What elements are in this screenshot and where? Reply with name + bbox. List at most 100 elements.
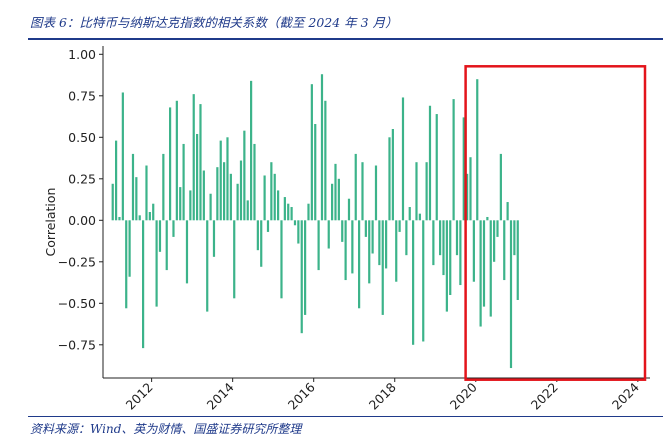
y-axis-title: Correlation — [43, 188, 58, 257]
correlation-bar — [405, 220, 408, 256]
correlation-bar — [304, 220, 307, 315]
correlation-bar — [496, 220, 499, 237]
correlation-bar — [317, 220, 320, 271]
correlation-bar — [445, 220, 448, 312]
correlation-bar — [341, 220, 344, 242]
correlation-bar — [158, 220, 162, 252]
correlation-bar — [364, 220, 367, 237]
correlation-bar — [283, 197, 286, 221]
correlation-bar — [172, 220, 175, 237]
correlation-bar — [209, 193, 212, 221]
correlation-bar — [401, 97, 405, 221]
correlation-bar — [509, 220, 513, 369]
correlation-bar — [327, 220, 330, 249]
correlation-bar — [287, 203, 290, 221]
y-tick-label: −0.50 — [58, 296, 96, 311]
correlation-bar — [378, 220, 381, 266]
correlation-bar — [442, 220, 445, 276]
correlation-bar — [398, 220, 401, 232]
correlation-bar — [233, 220, 236, 299]
correlation-bar — [236, 183, 239, 221]
correlation-bar — [310, 84, 313, 221]
bottom-divider — [28, 416, 663, 417]
y-tick-label: 1.00 — [68, 47, 96, 62]
y-tick-label: −0.25 — [58, 254, 96, 269]
correlation-bar — [243, 130, 246, 221]
correlation-bar — [199, 104, 202, 221]
correlation-bar — [351, 220, 354, 274]
correlation-bar — [503, 220, 506, 281]
correlation-bar — [145, 165, 148, 221]
y-tick-label: 0.50 — [68, 130, 96, 145]
correlation-bar — [125, 220, 128, 309]
correlation-bar — [226, 137, 229, 221]
correlation-bar — [253, 143, 256, 221]
correlation-bar — [428, 105, 432, 221]
correlation-bar — [412, 220, 415, 345]
correlation-bar — [374, 165, 378, 221]
x-tick-label: 2012 — [123, 380, 156, 413]
correlation-bar — [142, 220, 145, 349]
correlation-bar — [223, 162, 226, 221]
x-tick-label: 2014 — [204, 379, 237, 412]
correlation-bar — [266, 220, 270, 232]
correlation-bar — [395, 220, 398, 282]
source-note: 资料来源：Wind、英为财情、国盛证券研究所整理 — [30, 422, 302, 436]
x-tick-label: 2020 — [447, 379, 480, 412]
correlation-bar — [189, 190, 192, 221]
correlation-bar — [307, 203, 310, 221]
correlation-bar — [155, 220, 158, 307]
y-tick-label: 0.25 — [68, 171, 96, 186]
correlation-bar — [466, 173, 469, 221]
correlation-bar — [293, 220, 297, 226]
bars-group — [111, 74, 519, 369]
x-tick-label: 2022 — [528, 380, 561, 413]
correlation-bar — [128, 220, 131, 277]
highlight-box-group — [464, 65, 647, 381]
correlation-bar — [260, 220, 263, 267]
correlation-bar — [425, 162, 428, 221]
correlation-bar — [250, 80, 253, 221]
correlation-bar — [179, 187, 182, 221]
correlation-bar — [202, 170, 205, 221]
correlation-bar — [385, 220, 388, 269]
correlation-bar — [418, 213, 421, 221]
correlation-bar — [337, 178, 340, 221]
correlation-bar — [135, 177, 138, 221]
x-tick-label: 2016 — [285, 379, 318, 412]
correlation-bar — [391, 129, 394, 221]
x-axis: 2012 2014 2016 2018 2020 2022 2024 — [123, 378, 642, 413]
correlation-bar — [334, 163, 337, 221]
correlation-bar — [482, 220, 486, 307]
correlation-bar — [162, 153, 165, 221]
y-axis: −0.75 −0.50 −0.25 0.00 0.25 0.50 0.75 1.00 — [58, 47, 103, 352]
correlation-bar — [182, 143, 185, 221]
correlation-bar — [462, 117, 465, 221]
correlation-bar — [486, 216, 489, 221]
correlation-bar — [277, 190, 280, 221]
correlation-bar — [455, 220, 459, 256]
correlation-bar — [121, 92, 124, 221]
y-tick-label: 0.00 — [68, 213, 96, 228]
correlation-bar — [239, 160, 243, 221]
correlation-bar — [513, 220, 516, 256]
correlation-bar — [361, 162, 364, 221]
correlation-bar — [435, 114, 438, 221]
correlation-bar — [206, 220, 209, 312]
correlation-bar — [381, 220, 384, 315]
y-tick-label: −0.75 — [58, 337, 96, 352]
correlation-bar — [388, 137, 391, 221]
correlation-bar — [169, 107, 172, 221]
correlation-bar — [408, 207, 411, 221]
correlation-bar — [196, 133, 199, 221]
correlation-bar — [192, 94, 195, 221]
correlation-bar — [449, 220, 452, 295]
correlation-bar — [256, 220, 259, 251]
correlation-bar — [331, 183, 334, 221]
top-divider — [28, 38, 663, 40]
correlation-bar — [314, 124, 317, 221]
correlation-bar — [479, 220, 482, 327]
correlation-bar — [212, 220, 216, 257]
correlation-bar — [324, 100, 327, 221]
correlation-bar — [358, 220, 361, 309]
